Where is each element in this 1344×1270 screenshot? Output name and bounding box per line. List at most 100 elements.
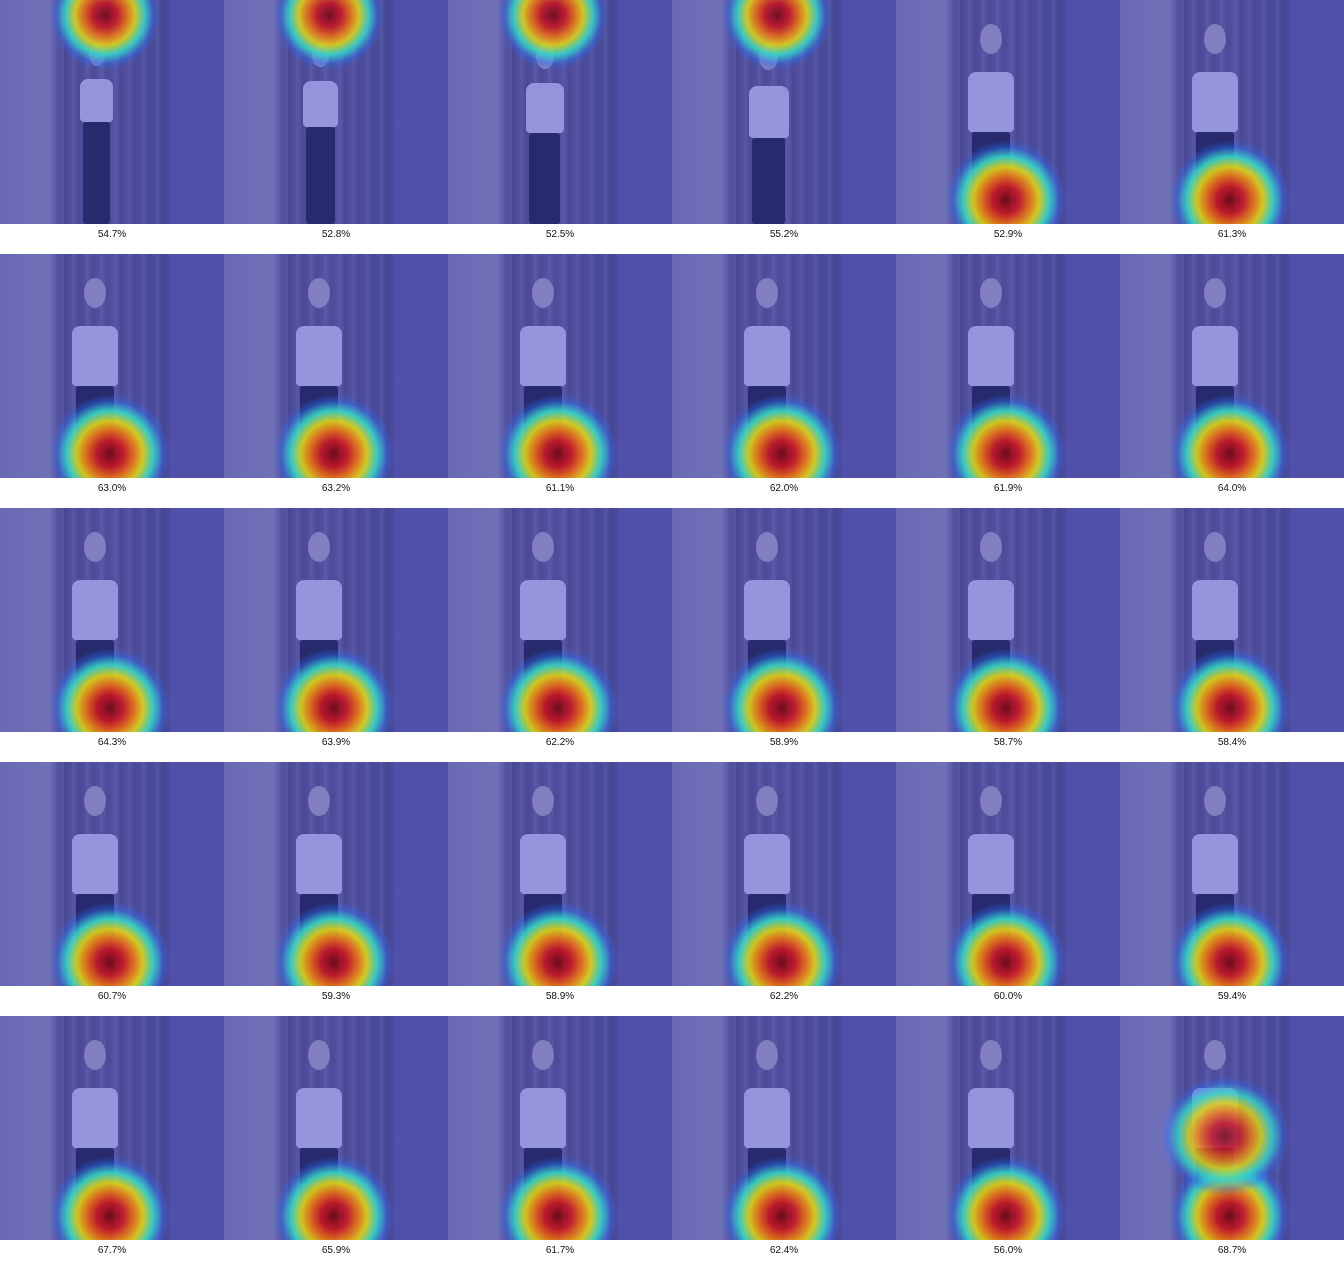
frame-cell: 62.0% [672, 254, 896, 508]
frame-score-label: 62.4% [769, 1245, 799, 1256]
frame-score-label: 59.4% [1217, 991, 1247, 1002]
person-torso [968, 1088, 1014, 1148]
person-head [1204, 278, 1226, 308]
person-torso [968, 326, 1014, 386]
person-torso [1192, 580, 1238, 640]
heatmap-frame [448, 1016, 672, 1240]
frame-cell: 64.3% [0, 508, 224, 762]
frame-cell: 60.0% [896, 762, 1120, 1016]
frame-cell: 60.7% [0, 762, 224, 1016]
heatmap-tint [0, 0, 224, 224]
heatmap-tint [1120, 762, 1344, 986]
frame-score-label: 58.7% [993, 737, 1023, 748]
frame-cell: 52.5% [448, 0, 672, 254]
frame-score-label: 54.7% [97, 229, 127, 240]
frame-cell: 62.2% [448, 508, 672, 762]
frame-cell: 62.4% [672, 1016, 896, 1270]
heatmap-frame [1120, 508, 1344, 732]
wall-panel [618, 1016, 672, 1240]
heatmap-frame [448, 508, 672, 732]
heatmap-tint [0, 508, 224, 732]
heatmap-tint [672, 254, 896, 478]
heatmap-tint [448, 508, 672, 732]
heatmap-tint [448, 1016, 672, 1240]
wall-panel [1066, 0, 1120, 224]
person-torso [968, 72, 1014, 132]
heatmap-tint [448, 0, 672, 224]
person-head [756, 278, 778, 308]
frame-cell: 61.3% [1120, 0, 1344, 254]
frame-cell: 61.1% [448, 254, 672, 508]
person-legs [306, 127, 336, 224]
heatmap-tint [448, 762, 672, 986]
person-legs [752, 137, 786, 224]
person-torso [72, 1088, 118, 1148]
person-head [308, 1040, 330, 1070]
person-torso [968, 834, 1014, 894]
wall-panel [1066, 508, 1120, 732]
heatmap-tint [224, 254, 448, 478]
person-head [1204, 24, 1226, 54]
heatmap-frame [224, 0, 448, 224]
frame-score-label: 60.0% [993, 991, 1023, 1002]
person-torso [525, 83, 564, 133]
frame-score-label: 62.0% [769, 483, 799, 494]
frame-cell: 55.2% [672, 0, 896, 254]
heatmap-frame [448, 254, 672, 478]
heatmap-frame [0, 1016, 224, 1240]
wall-panel [170, 762, 224, 986]
heatmap-frame [1120, 762, 1344, 986]
frame-cell: 52.9% [896, 0, 1120, 254]
frame-score-label: 67.7% [97, 1245, 127, 1256]
frame-score-label: 58.9% [769, 737, 799, 748]
frame-score-label: 59.3% [321, 991, 351, 1002]
heatmap-tint [0, 1016, 224, 1240]
person-head [84, 786, 106, 816]
frame-cell: 67.7% [0, 1016, 224, 1270]
person-head [980, 24, 1002, 54]
wall-panel [1290, 254, 1344, 478]
person-head [308, 786, 330, 816]
wall-panel [1066, 1016, 1120, 1240]
person-head [84, 532, 106, 562]
heatmap-tint [896, 254, 1120, 478]
heatmap-tint [672, 762, 896, 986]
frame-cell: 59.4% [1120, 762, 1344, 1016]
frame-cell: 63.0% [0, 254, 224, 508]
person-head [532, 532, 554, 562]
frame-score-label: 61.1% [545, 483, 575, 494]
person-head [1204, 532, 1226, 562]
frame-cell: 58.4% [1120, 508, 1344, 762]
person-torso [968, 580, 1014, 640]
heatmap-frame [448, 762, 672, 986]
wall-panel [842, 0, 896, 224]
wall-panel [170, 254, 224, 478]
heatmap-frame [224, 508, 448, 732]
person-head [756, 1040, 778, 1070]
wall-panel [394, 254, 448, 478]
frame-score-label: 64.0% [1217, 483, 1247, 494]
person-head [1204, 1040, 1226, 1070]
frame-cell: 61.7% [448, 1016, 672, 1270]
frame-score-label: 55.2% [769, 229, 799, 240]
heatmap-tint [672, 1016, 896, 1240]
heatmap-tint [1120, 1016, 1344, 1240]
frame-score-label: 63.2% [321, 483, 351, 494]
heatmap-frame [448, 0, 672, 224]
wall-panel [170, 1016, 224, 1240]
wall-panel [394, 1016, 448, 1240]
person-head [308, 278, 330, 308]
heatmap-tint [672, 0, 896, 224]
heatmap-frame [0, 762, 224, 986]
person-torso [520, 580, 566, 640]
person-torso [744, 1088, 790, 1148]
frame-cell: 54.7% [0, 0, 224, 254]
heatmap-tint [672, 508, 896, 732]
heatmap-tint [0, 762, 224, 986]
frame-score-label: 68.7% [1217, 1245, 1247, 1256]
heatmap-tint [896, 508, 1120, 732]
heatmap-frame [0, 508, 224, 732]
frame-score-label: 52.9% [993, 229, 1023, 240]
person-torso [296, 580, 342, 640]
frame-cell: 58.9% [672, 508, 896, 762]
